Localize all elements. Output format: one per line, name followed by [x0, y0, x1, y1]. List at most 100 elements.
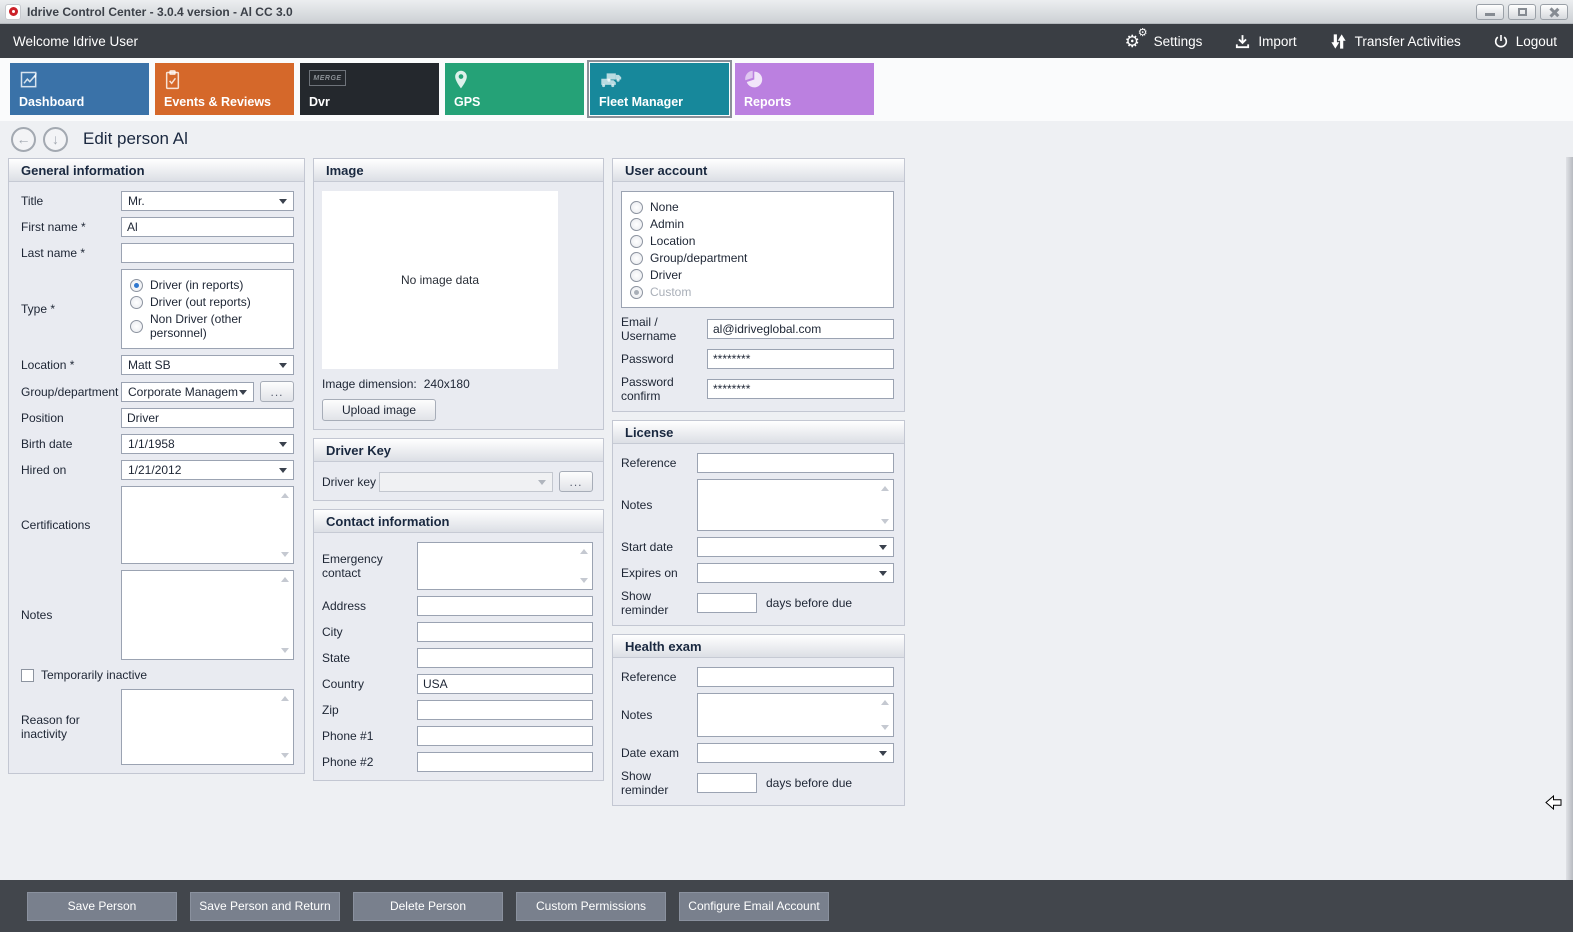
country-label: Country	[322, 677, 365, 691]
phone2-field[interactable]	[417, 752, 593, 772]
chevron-down-icon	[279, 363, 287, 372]
email-username-field[interactable]	[707, 319, 894, 339]
scroll-up-icon[interactable]	[281, 493, 289, 498]
save-person-button[interactable]: Save Person	[27, 891, 177, 921]
zip-field[interactable]	[417, 700, 593, 720]
license-notes-field[interactable]	[697, 479, 894, 531]
radio-none[interactable]: None	[630, 200, 885, 214]
arrow-down-icon: ↓	[52, 131, 59, 147]
mouse-cursor	[1545, 794, 1562, 815]
driver-key-dropdown[interactable]	[379, 471, 553, 492]
tab-dashboard[interactable]: Dashboard	[10, 63, 149, 115]
radio-icon	[630, 217, 643, 231]
scroll-up-icon[interactable]	[281, 577, 289, 582]
hired-on-dropdown[interactable]: 1/21/2012	[121, 460, 294, 480]
address-field[interactable]	[417, 596, 593, 616]
save-person-and-return-button[interactable]: Save Person and Return	[190, 891, 340, 921]
tab-dvr[interactable]: MERGE Dvr	[300, 63, 439, 115]
health-reminder-label: Show reminder	[621, 769, 669, 797]
group-department-dropdown[interactable]: Corporate Managem...	[121, 381, 254, 402]
scroll-down-icon[interactable]	[281, 753, 289, 758]
last-name-field[interactable]	[121, 243, 294, 263]
certifications-field[interactable]	[121, 486, 294, 564]
scroll-up-icon[interactable]	[881, 486, 889, 491]
tab-fleet-manager[interactable]: Fleet Manager	[587, 60, 732, 118]
title-dropdown[interactable]: Mr.	[121, 191, 294, 211]
health-notes-field[interactable]	[697, 693, 894, 737]
scroll-up-icon[interactable]	[580, 549, 588, 554]
radio-icon	[130, 295, 143, 309]
configure-email-account-button[interactable]: Configure Email Account	[679, 891, 829, 921]
state-field[interactable]	[417, 648, 593, 668]
chevron-down-icon	[879, 545, 887, 554]
license-reminder-field[interactable]	[697, 593, 757, 613]
date-exam-dropdown[interactable]	[697, 743, 894, 763]
phone1-field[interactable]	[417, 726, 593, 746]
tab-reports[interactable]: Reports	[735, 63, 874, 115]
radio-icon	[130, 278, 143, 292]
first-name-field[interactable]	[121, 217, 294, 237]
maximize-button[interactable]	[1508, 3, 1536, 20]
scroll-down-icon[interactable]	[281, 552, 289, 557]
minimize-button[interactable]	[1476, 3, 1504, 20]
driver-key-browse-button[interactable]: ...	[559, 471, 593, 492]
phone2-label: Phone #2	[322, 755, 374, 769]
chevron-down-icon	[538, 479, 546, 489]
radio-group-department[interactable]: Group/department	[630, 251, 885, 265]
radio-non-driver[interactable]: Non Driver (other personnel)	[130, 312, 285, 340]
radio-driver-out-reports[interactable]: Driver (out reports)	[130, 295, 285, 309]
city-field[interactable]	[417, 622, 593, 642]
map-pin-icon	[454, 70, 468, 94]
scroll-down-button[interactable]: ↓	[43, 126, 68, 152]
notes-label: Notes	[21, 608, 53, 622]
delete-person-button[interactable]: Delete Person	[353, 891, 503, 921]
country-field[interactable]	[417, 674, 593, 694]
radio-location[interactable]: Location	[630, 234, 885, 248]
start-date-dropdown[interactable]	[697, 537, 894, 557]
password-label: Password	[621, 352, 674, 366]
health-reference-field[interactable]	[697, 667, 894, 687]
license-reference-field[interactable]	[697, 453, 894, 473]
password-field[interactable]	[707, 349, 894, 369]
scroll-down-icon[interactable]	[881, 519, 889, 524]
birth-date-dropdown[interactable]: 1/1/1958	[121, 434, 294, 454]
health-reminder-field[interactable]	[697, 773, 757, 793]
import-button[interactable]: Import	[1234, 33, 1297, 50]
upload-image-button[interactable]: Upload image	[322, 399, 436, 421]
logout-button[interactable]: Logout	[1493, 33, 1557, 49]
group-browse-button[interactable]: ...	[260, 381, 294, 402]
emergency-contact-field[interactable]	[417, 542, 593, 590]
reason-for-inactivity-field[interactable]	[121, 689, 294, 765]
location-dropdown[interactable]: Matt SB	[121, 355, 294, 375]
import-label: Import	[1258, 33, 1297, 49]
temporarily-inactive-checkbox[interactable]	[21, 668, 34, 682]
expires-on-dropdown[interactable]	[697, 563, 894, 583]
radio-driver-in-reports[interactable]: Driver (in reports)	[130, 278, 285, 292]
radio-admin[interactable]: Admin	[630, 217, 885, 231]
maximize-icon	[1517, 7, 1527, 16]
scroll-up-icon[interactable]	[881, 700, 889, 705]
transfer-activities-button[interactable]: Transfer Activities	[1329, 32, 1461, 51]
settings-button[interactable]: ⚙ ⚙ Settings	[1125, 28, 1203, 51]
position-field[interactable]	[121, 408, 294, 428]
tab-events-reviews[interactable]: Events & Reviews	[155, 63, 294, 115]
scroll-down-icon[interactable]	[281, 648, 289, 653]
clipboard-check-icon	[164, 70, 181, 95]
close-icon	[1549, 7, 1559, 17]
first-name-label: First name *	[21, 220, 86, 234]
notes-field[interactable]	[121, 570, 294, 660]
tab-gps[interactable]: GPS	[445, 63, 584, 115]
scroll-up-icon[interactable]	[281, 696, 289, 701]
scroll-down-icon[interactable]	[881, 725, 889, 730]
custom-permissions-button[interactable]: Custom Permissions	[516, 891, 666, 921]
radio-custom: Custom	[630, 285, 885, 299]
password-confirm-field[interactable]	[707, 379, 894, 399]
driver-key-header: Driver Key	[314, 439, 603, 462]
close-button[interactable]	[1540, 3, 1568, 20]
page-title: Edit person Al	[83, 129, 188, 148]
radio-driver[interactable]: Driver	[630, 268, 885, 282]
scroll-down-icon[interactable]	[580, 578, 588, 583]
back-button[interactable]: ←	[11, 126, 36, 152]
title-label: Title	[21, 194, 44, 208]
image-header: Image	[314, 159, 603, 182]
